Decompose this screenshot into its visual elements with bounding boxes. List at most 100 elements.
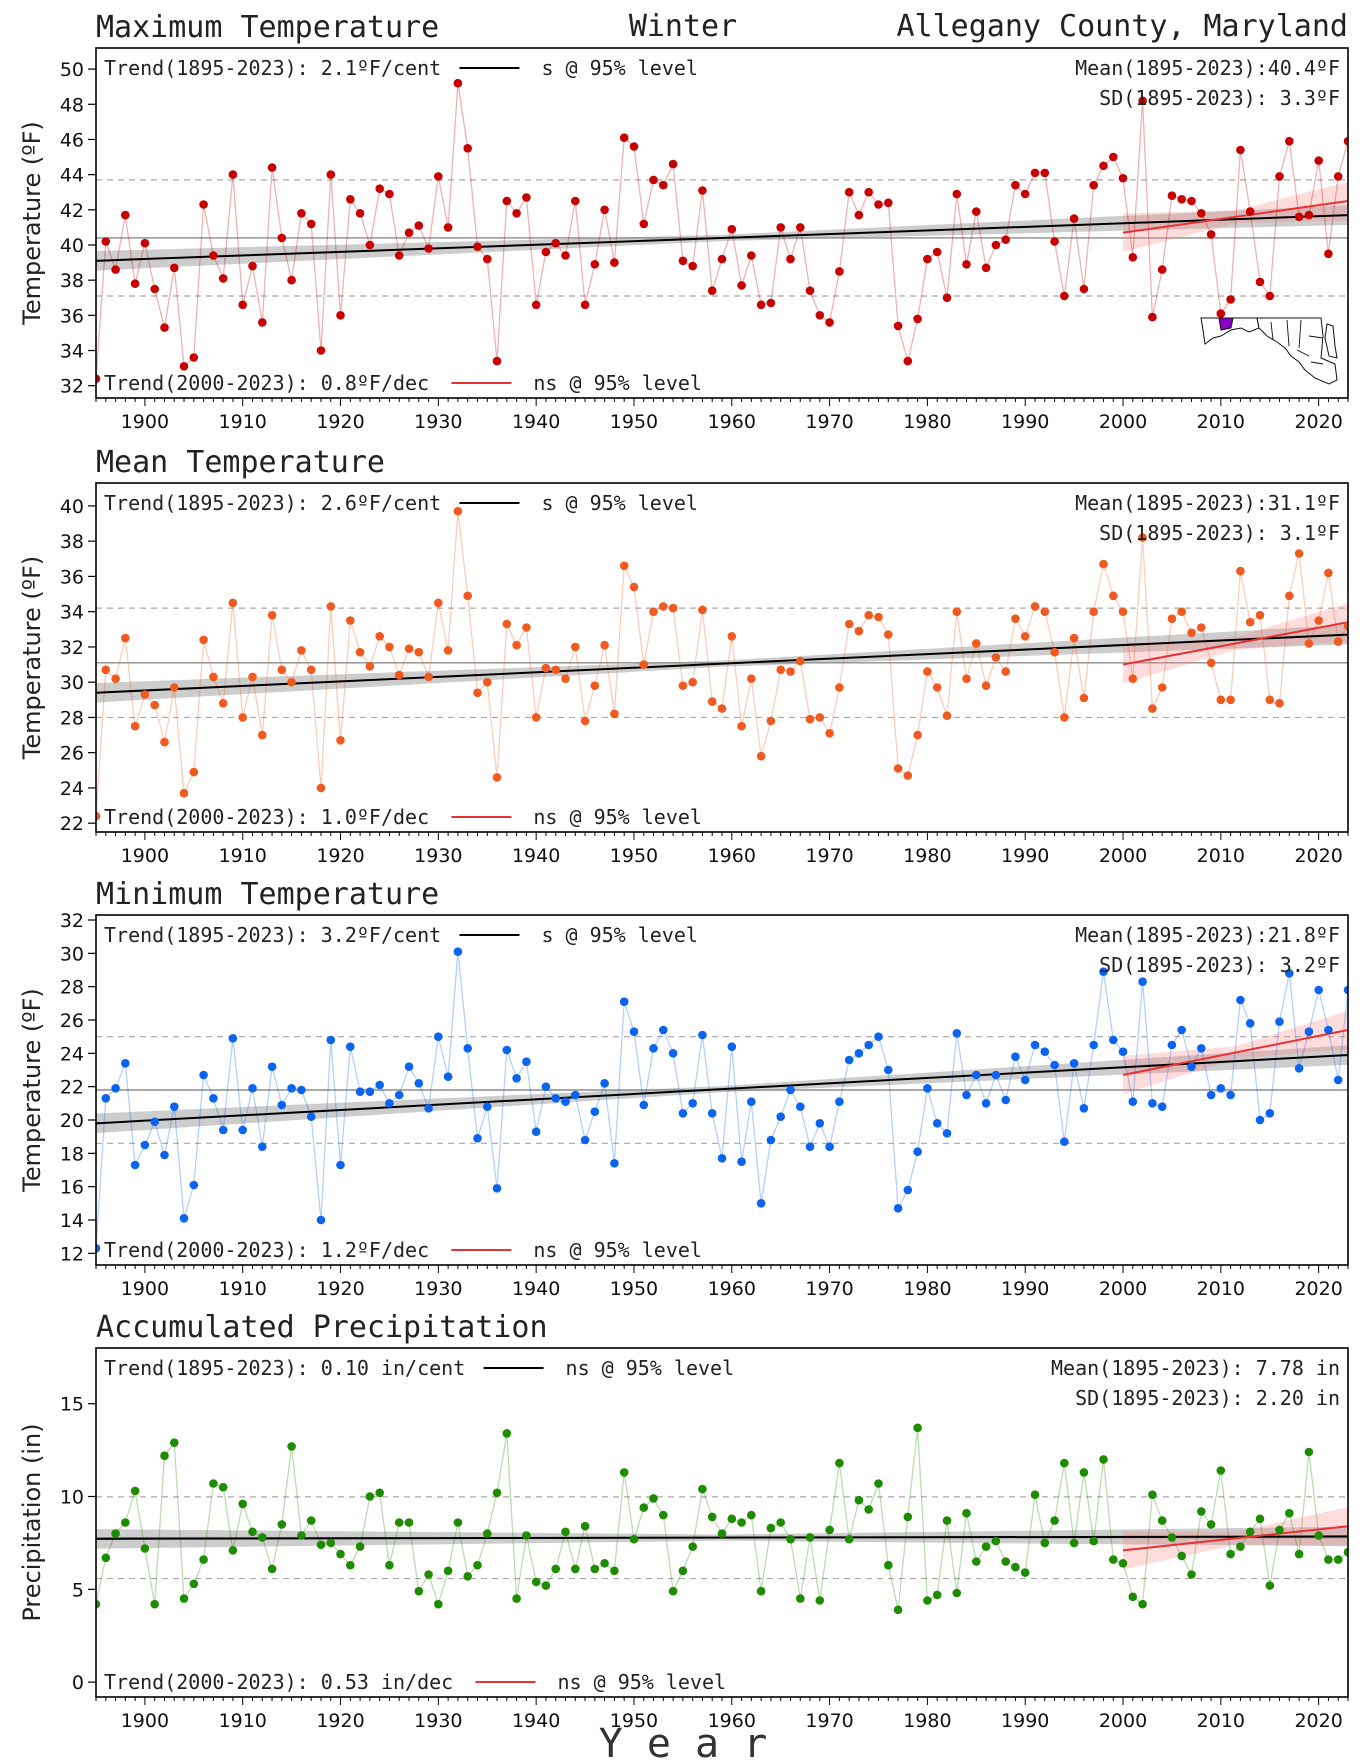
data-point [953,607,962,616]
x-tick-label: 1980 [903,411,951,433]
data-point [522,1531,531,1540]
data-point [1217,1084,1226,1093]
x-tick-label: 2010 [1197,1710,1245,1732]
data-point [943,711,952,720]
x-tick-label: 1920 [316,845,364,867]
data-point [600,641,609,650]
data-point [1021,632,1030,641]
data-point [943,293,952,302]
y-tick-label: 24 [60,778,84,800]
data-point [131,279,140,288]
data-point [375,1081,384,1090]
data-point [229,1034,238,1043]
data-point [493,773,502,782]
mean-label: Mean(1895-2023): 7.78 in [1051,1356,1340,1380]
data-point [806,1142,815,1151]
y-tick-label: 22 [60,813,84,835]
data-point [962,1509,971,1518]
data-point [503,197,512,206]
x-tick-label: 1930 [414,845,462,867]
data-point [923,667,932,676]
map-eastern-shore [1325,324,1337,358]
data-point [375,632,384,641]
data-point [532,713,541,722]
trend-long-significance: ns @ 95% level [566,1356,735,1380]
data-point [190,353,199,362]
y-tick-label: 22 [60,1077,84,1099]
data-point [669,604,678,613]
x-tick-label: 1920 [316,1710,364,1732]
data-point [571,1565,580,1574]
data-point [199,200,208,209]
data-point [620,133,629,142]
data-point [571,643,580,652]
data-point [659,1511,668,1520]
data-point [1109,1036,1118,1045]
data-point [728,1042,737,1051]
data-point [268,163,277,172]
data-point [600,1559,609,1568]
y-tick-label: 18 [60,1143,84,1165]
data-point [278,666,287,675]
data-point [1217,1466,1226,1475]
data-point [1089,181,1098,190]
data-point [1324,569,1333,578]
data-point [473,1561,482,1570]
data-point [1236,1542,1245,1551]
x-tick-label: 2000 [1099,1710,1147,1732]
data-point [1275,172,1284,181]
plot-area [92,79,1353,383]
data-point [776,1112,785,1121]
data-point [385,1099,394,1108]
mean-label: Mean(1895-2023):21.8ºF [1075,923,1340,947]
data-point [1158,1516,1167,1525]
data-point [1266,696,1275,705]
data-point [1001,1096,1010,1105]
data-point [493,1489,502,1498]
trend-long-label: Trend(1895-2023): 2.6ºF/cent [104,491,441,515]
panel-min: Minimum Temperature121416182022242628303… [18,877,1352,1300]
data-point [268,611,277,620]
data-point [1285,137,1294,146]
data-point [209,673,218,682]
data-point [904,357,913,366]
data-point [1011,1563,1020,1572]
data-point [1187,197,1196,206]
data-point [1001,1557,1010,1566]
y-tick-label: 36 [60,566,84,588]
data-point [493,1184,502,1193]
data-point [366,1492,375,1501]
data-point [356,209,365,218]
data-point [757,1587,766,1596]
y-tick-label: 44 [60,165,84,187]
data-point [718,1154,727,1163]
data-point [698,1485,707,1494]
x-tick-label: 2000 [1099,411,1147,433]
data-point [610,1567,619,1576]
y-tick-label: 48 [60,94,84,116]
data-point [581,717,590,726]
x-tick-label: 2000 [1099,1278,1147,1300]
data-point [757,752,766,761]
data-point [297,209,306,218]
data-point [1099,560,1108,569]
data-point [923,255,932,264]
panel-title: Maximum Temperature [96,10,439,45]
data-point [512,209,521,218]
data-point [1275,1017,1284,1026]
data-point [1060,713,1069,722]
data-point [571,197,580,206]
data-point [845,1056,854,1065]
data-point [1168,191,1177,200]
data-point [571,1091,580,1100]
data-point [551,666,560,675]
data-point [640,660,649,669]
data-point [747,674,756,683]
data-point [463,592,472,601]
data-point [1129,1593,1138,1602]
data-point [855,1496,864,1505]
data-point [170,264,179,273]
data-point [209,1094,218,1103]
data-point [287,1084,296,1093]
